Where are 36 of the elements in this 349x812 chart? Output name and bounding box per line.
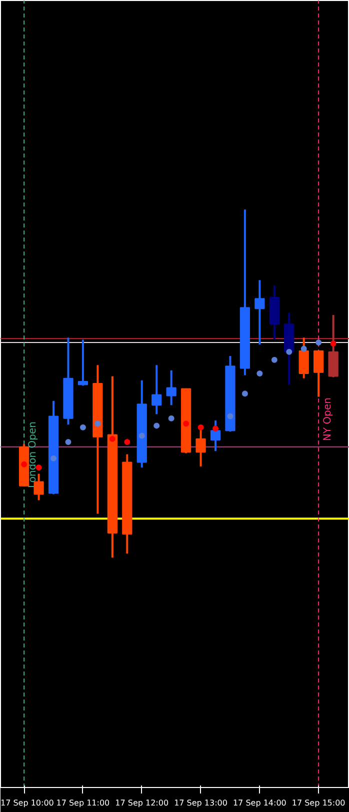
point xyxy=(109,436,116,442)
point xyxy=(256,370,263,376)
point xyxy=(124,439,130,446)
x-tick-label: 17 Sep 10:00 xyxy=(0,798,54,808)
candlestick xyxy=(314,350,324,398)
ref-line-label: NY Open xyxy=(322,398,334,442)
candlestick xyxy=(298,336,309,380)
point xyxy=(80,424,86,430)
x-tick-label: 17 Sep 15:00 xyxy=(292,798,346,808)
x-tick-label: 17 Sep 11:00 xyxy=(56,798,110,808)
candlestick xyxy=(254,279,265,346)
point xyxy=(183,420,190,427)
point xyxy=(138,432,145,439)
x-tick-label: 17 Sep 13:00 xyxy=(174,798,228,808)
candlestick xyxy=(78,338,88,387)
point xyxy=(198,424,204,430)
point xyxy=(212,425,218,432)
point xyxy=(242,390,248,397)
point xyxy=(65,439,72,446)
point xyxy=(286,348,292,355)
candlestick xyxy=(152,364,162,416)
point xyxy=(316,339,322,346)
point xyxy=(36,464,42,470)
x-tick-label: 17 Sep 12:00 xyxy=(115,798,169,808)
point xyxy=(154,422,160,429)
x-tick-label: 17 Sep 14:00 xyxy=(232,798,286,808)
point xyxy=(227,413,234,420)
point xyxy=(330,340,336,346)
point xyxy=(94,420,101,427)
point xyxy=(271,356,278,363)
point xyxy=(50,455,57,462)
point xyxy=(168,415,174,422)
point xyxy=(21,461,28,468)
point xyxy=(300,346,307,352)
candlestick xyxy=(166,369,176,406)
candlestick xyxy=(210,419,221,452)
